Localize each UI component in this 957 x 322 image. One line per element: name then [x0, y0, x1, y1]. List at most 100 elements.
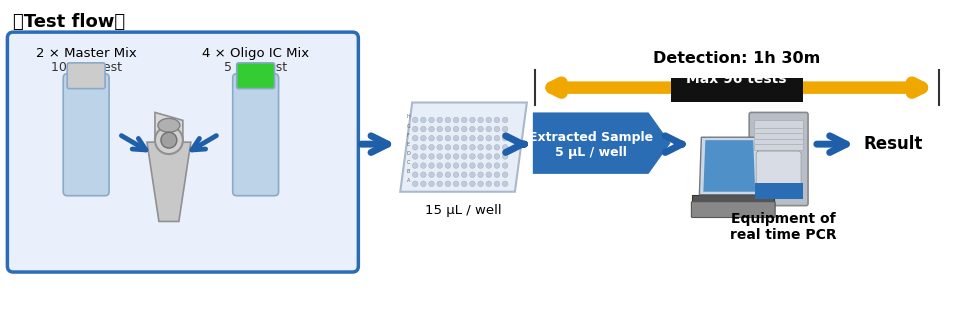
Circle shape: [470, 163, 476, 168]
Text: 15 μL / well: 15 μL / well: [425, 204, 501, 217]
Circle shape: [412, 181, 418, 186]
Circle shape: [502, 145, 508, 150]
Text: 4 × Oligo IC Mix: 4 × Oligo IC Mix: [202, 47, 309, 60]
Circle shape: [478, 154, 483, 159]
Circle shape: [454, 181, 458, 186]
Circle shape: [445, 154, 451, 159]
Circle shape: [478, 126, 483, 132]
Circle shape: [420, 117, 426, 123]
Circle shape: [412, 172, 418, 177]
Circle shape: [445, 145, 451, 150]
Text: 5 μL / test: 5 μL / test: [224, 61, 287, 74]
Circle shape: [470, 154, 476, 159]
Circle shape: [445, 172, 451, 177]
Ellipse shape: [158, 118, 180, 132]
Circle shape: [494, 181, 500, 186]
Circle shape: [420, 181, 426, 186]
Circle shape: [437, 117, 442, 123]
Circle shape: [478, 172, 483, 177]
Circle shape: [486, 163, 492, 168]
Circle shape: [478, 136, 483, 141]
Text: B: B: [407, 169, 410, 174]
Circle shape: [454, 172, 458, 177]
Circle shape: [486, 154, 492, 159]
Circle shape: [461, 181, 467, 186]
Circle shape: [470, 126, 476, 132]
Circle shape: [420, 163, 426, 168]
Circle shape: [437, 136, 442, 141]
Circle shape: [470, 172, 476, 177]
FancyBboxPatch shape: [755, 188, 803, 199]
Circle shape: [445, 181, 451, 186]
Circle shape: [412, 145, 418, 150]
Circle shape: [454, 136, 458, 141]
Circle shape: [420, 145, 426, 150]
FancyBboxPatch shape: [671, 78, 803, 101]
Circle shape: [486, 126, 492, 132]
Polygon shape: [155, 112, 183, 140]
Circle shape: [502, 181, 508, 186]
Circle shape: [437, 154, 442, 159]
Circle shape: [429, 172, 434, 177]
Text: D: D: [407, 151, 411, 156]
Circle shape: [461, 172, 467, 177]
Text: G: G: [407, 124, 411, 128]
Circle shape: [429, 145, 434, 150]
Circle shape: [454, 163, 458, 168]
Circle shape: [494, 172, 500, 177]
Text: Result: Result: [864, 135, 924, 153]
Circle shape: [478, 145, 483, 150]
Text: 10 μL / test: 10 μL / test: [51, 61, 122, 74]
Circle shape: [429, 181, 434, 186]
Circle shape: [420, 172, 426, 177]
Circle shape: [494, 126, 500, 132]
Circle shape: [420, 154, 426, 159]
Text: C: C: [407, 160, 410, 165]
Text: Extracted Sample: Extracted Sample: [528, 131, 653, 144]
Circle shape: [454, 154, 458, 159]
Circle shape: [420, 126, 426, 132]
Text: Detection: 1h 30m: Detection: 1h 30m: [653, 51, 820, 66]
Circle shape: [437, 126, 442, 132]
Circle shape: [478, 117, 483, 123]
Circle shape: [454, 145, 458, 150]
Circle shape: [502, 126, 508, 132]
Circle shape: [494, 136, 500, 141]
Circle shape: [437, 172, 442, 177]
Circle shape: [429, 117, 434, 123]
Text: A: A: [407, 178, 410, 183]
Text: 【Test flow】: 【Test flow】: [13, 13, 125, 31]
FancyBboxPatch shape: [756, 151, 801, 187]
Circle shape: [461, 117, 467, 123]
FancyBboxPatch shape: [754, 120, 803, 150]
Text: 2 × Master Mix: 2 × Master Mix: [35, 47, 137, 60]
FancyBboxPatch shape: [67, 63, 105, 89]
Circle shape: [437, 145, 442, 150]
Text: F: F: [407, 133, 410, 138]
Text: E: E: [407, 142, 410, 147]
Circle shape: [155, 126, 183, 154]
Circle shape: [486, 117, 492, 123]
Circle shape: [454, 126, 458, 132]
Circle shape: [461, 154, 467, 159]
Circle shape: [445, 117, 451, 123]
FancyBboxPatch shape: [8, 32, 358, 272]
Circle shape: [461, 136, 467, 141]
Circle shape: [486, 136, 492, 141]
FancyBboxPatch shape: [63, 74, 109, 196]
FancyBboxPatch shape: [691, 202, 775, 217]
Circle shape: [412, 117, 418, 123]
Polygon shape: [533, 112, 671, 174]
Circle shape: [412, 136, 418, 141]
Circle shape: [420, 136, 426, 141]
Circle shape: [494, 163, 500, 168]
Circle shape: [429, 126, 434, 132]
Polygon shape: [700, 137, 759, 195]
Circle shape: [412, 126, 418, 132]
Circle shape: [494, 117, 500, 123]
Text: Max 96 tests: Max 96 tests: [686, 72, 787, 86]
Circle shape: [494, 145, 500, 150]
Circle shape: [454, 117, 458, 123]
Circle shape: [161, 132, 177, 148]
Circle shape: [470, 136, 476, 141]
